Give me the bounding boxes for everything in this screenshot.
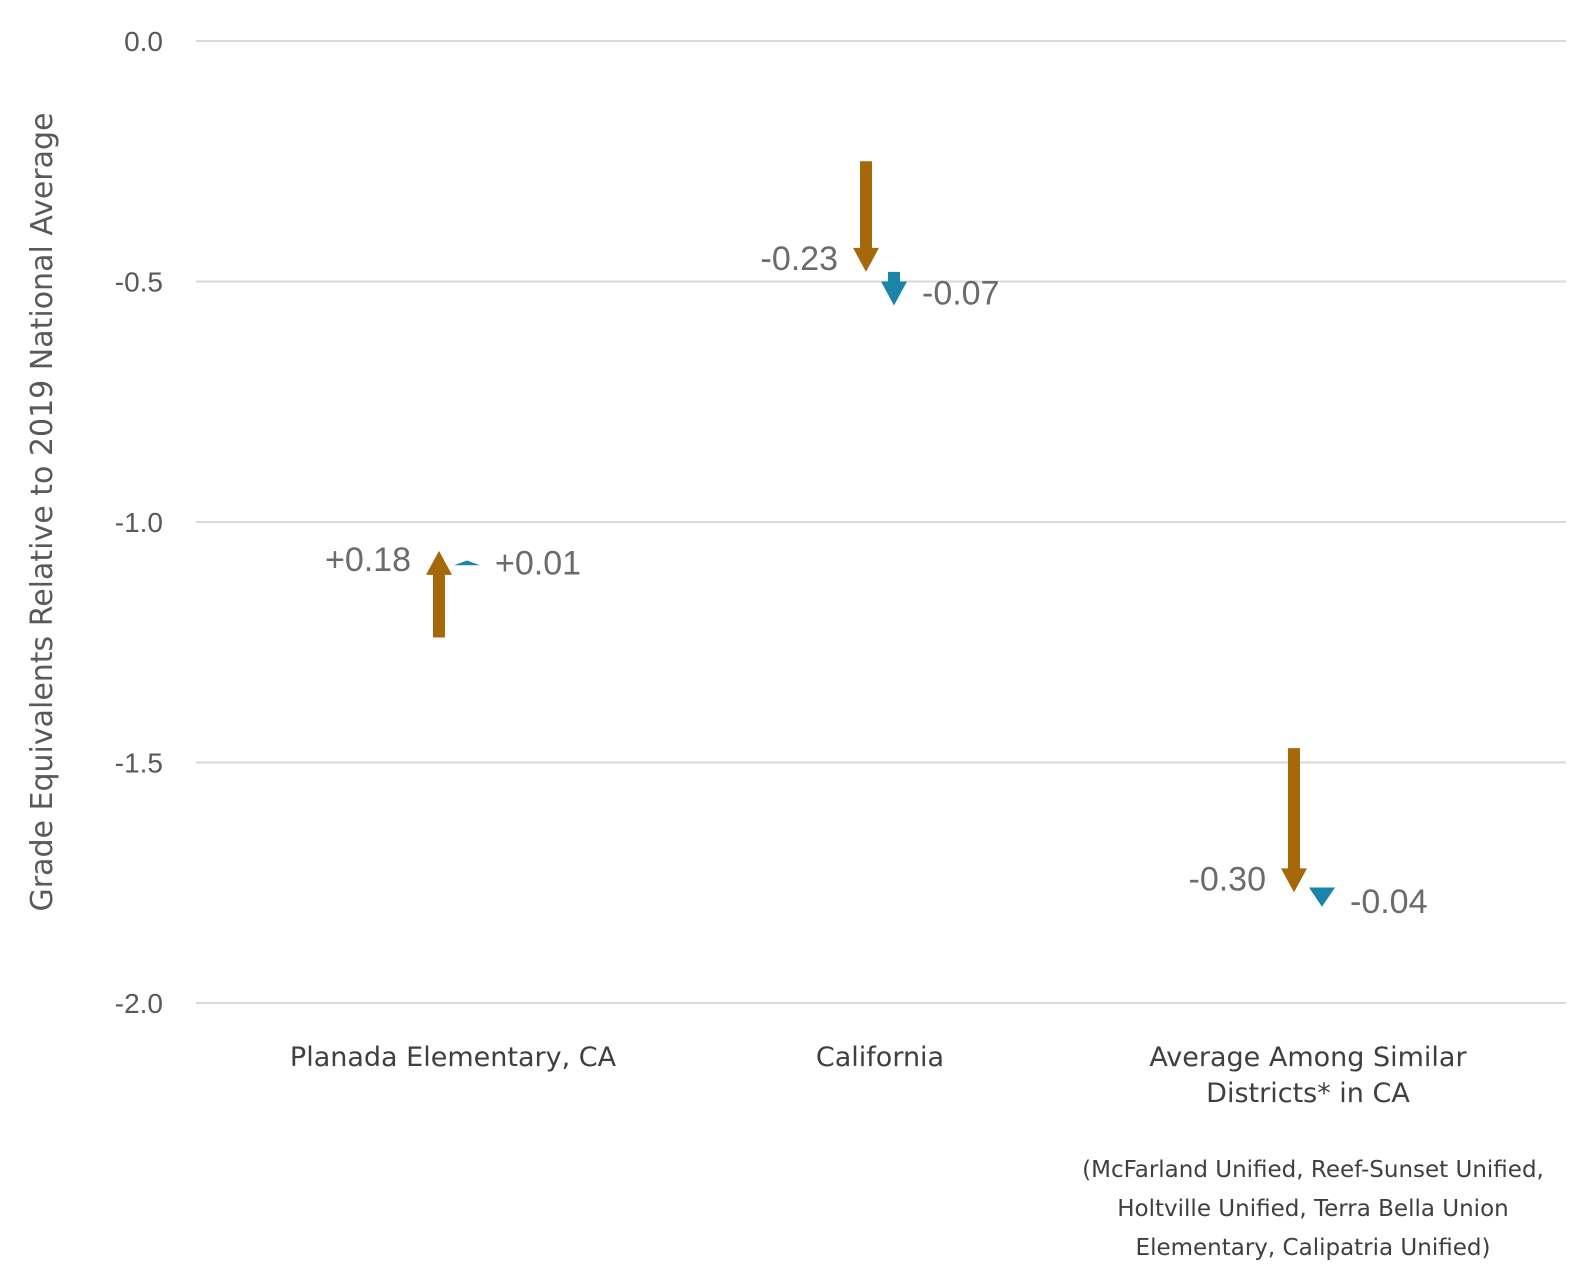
data-label: -0.07 bbox=[922, 275, 1000, 313]
y-tick-label: -1.0 bbox=[115, 507, 163, 538]
y-tick-label: -0.5 bbox=[115, 267, 163, 298]
data-label: -0.30 bbox=[1189, 860, 1267, 898]
arrow-mark bbox=[881, 271, 907, 306]
x-axis-categories: Planada Elementary, CA California Average … bbox=[290, 1042, 1468, 1109]
data-label: -0.04 bbox=[1350, 883, 1428, 921]
footnote-line: (McFarland Unified, Reef-Sunset Unified, bbox=[1082, 1157, 1544, 1183]
arrow-mark bbox=[426, 550, 452, 638]
data-label: -0.23 bbox=[761, 240, 839, 278]
data-label: +0.18 bbox=[325, 541, 411, 579]
data-labels: +0.18 -0.23 -0.30 +0.01 -0.07 -0.04 bbox=[325, 240, 1428, 921]
category-label: Average Among Similar Districts* in CA bbox=[1149, 1042, 1467, 1109]
arrow-mark bbox=[1281, 748, 1307, 893]
arrow-mark bbox=[1309, 887, 1335, 907]
footnote-line: Elementary, Calipatria Unified) bbox=[1136, 1235, 1491, 1261]
y-tick-label: -1.5 bbox=[115, 748, 163, 779]
footnote-line: Holtville Unified, Terra Bella Union bbox=[1117, 1196, 1508, 1222]
arrow-mark bbox=[454, 560, 480, 566]
gridlines bbox=[196, 40, 1566, 1004]
y-tick-label: -2.0 bbox=[115, 988, 163, 1019]
y-axis-label: Grade Equivalents Relative to 2019 Natio… bbox=[25, 112, 60, 911]
category-label: Planada Elementary, CA bbox=[290, 1042, 617, 1073]
category-label: California bbox=[816, 1042, 944, 1073]
footnote: (McFarland Unified, Reef-Sunset Unified,… bbox=[1082, 1157, 1544, 1261]
y-axis-ticks: 0.0 -0.5 -1.0 -1.5 -2.0 bbox=[115, 26, 163, 1019]
data-label: +0.01 bbox=[495, 544, 581, 582]
arrow-mark bbox=[853, 161, 879, 272]
y-tick-label: 0.0 bbox=[124, 26, 163, 57]
arrows bbox=[426, 161, 1335, 907]
